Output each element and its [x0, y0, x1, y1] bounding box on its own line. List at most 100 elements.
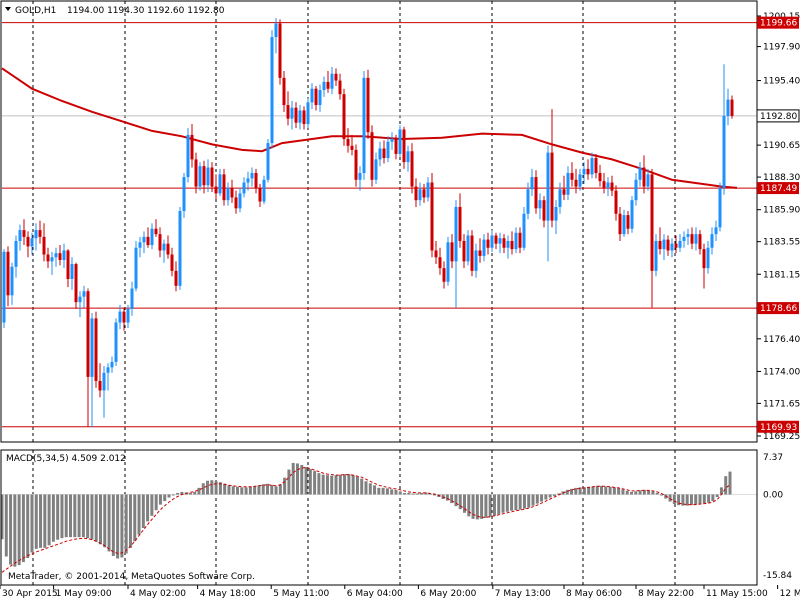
candle-body	[550, 152, 554, 221]
bear-candle	[674, 235, 678, 254]
candle-body	[530, 177, 534, 190]
bear-candle	[38, 220, 42, 244]
bull-candle	[582, 162, 586, 184]
candle-body	[522, 213, 526, 248]
bull-candle	[538, 193, 542, 220]
candle-body	[234, 197, 238, 209]
bull-candle	[694, 227, 698, 251]
macd-bar	[141, 494, 145, 529]
candle-body	[606, 182, 610, 188]
macd-bar	[146, 494, 150, 522]
macd-label: MACD(5,34,5) 4.509 2.012	[6, 454, 126, 464]
bear-candle	[470, 230, 474, 277]
candle-body	[398, 129, 402, 154]
candle-body	[250, 172, 254, 179]
macd-bar	[338, 474, 342, 495]
macd-bar	[270, 484, 274, 495]
candle-body	[510, 240, 514, 250]
dropdown-triangle-icon[interactable]	[5, 7, 11, 11]
candle-body	[594, 158, 598, 173]
bull-candle	[398, 125, 402, 157]
candle-body	[182, 177, 186, 212]
candle-body	[446, 242, 450, 282]
candle-body	[158, 234, 162, 251]
macd-bar	[248, 486, 252, 495]
candle-body	[478, 250, 482, 256]
macd-bar	[702, 494, 706, 504]
bull-candle	[110, 356, 114, 373]
bear-candle	[658, 227, 662, 255]
macd-bar	[343, 474, 347, 495]
bull-candle	[262, 175, 266, 205]
candle-body	[582, 168, 586, 175]
macd-bar	[484, 494, 488, 518]
candle-body	[646, 174, 650, 187]
candle-body	[190, 134, 194, 160]
bull-candle	[2, 249, 6, 328]
macd-bar	[214, 481, 218, 495]
level-label: 1178.66	[760, 304, 797, 314]
macd-bar	[411, 493, 415, 495]
bull-candle	[130, 281, 134, 316]
bull-candle	[630, 196, 634, 233]
macd-bar	[176, 492, 180, 495]
macd-bar	[26, 494, 30, 559]
candle-body	[38, 230, 42, 237]
macd-bar	[291, 462, 295, 495]
bull-candle	[34, 223, 38, 251]
bull-candle	[418, 182, 422, 206]
bull-candle	[162, 239, 166, 263]
macd-bar	[355, 476, 359, 495]
candle-body	[670, 243, 674, 251]
candle-body	[442, 268, 446, 282]
candle-body	[678, 240, 682, 248]
x-tick-label: 6 May 20:00	[420, 589, 476, 599]
macd-bar	[360, 478, 364, 495]
bull-candle	[426, 177, 430, 202]
macd-bar	[630, 491, 634, 495]
candle-body	[310, 88, 314, 103]
candle-body	[106, 367, 110, 373]
bull-candle	[638, 162, 642, 187]
candle-body	[198, 166, 202, 187]
level-label: 1199.66	[760, 19, 797, 29]
macd-bar	[475, 494, 479, 520]
bear-candle	[342, 88, 346, 146]
macd-bar	[707, 494, 711, 503]
candle-body	[186, 134, 190, 178]
bear-candle	[230, 179, 234, 203]
bull-candle	[322, 76, 326, 97]
bull-candle	[710, 227, 714, 255]
macd-bar	[308, 469, 312, 495]
candle-body	[650, 174, 654, 271]
bull-candle	[70, 257, 74, 290]
macd-bar	[283, 477, 287, 495]
bull-candle	[446, 236, 450, 286]
y-tick-label: 1176.40	[763, 335, 800, 345]
candle-body	[346, 139, 350, 146]
bull-candle	[726, 88, 730, 126]
bull-candle	[714, 220, 718, 241]
macd-bar	[514, 494, 518, 511]
macd-bar	[171, 494, 175, 496]
bear-candle	[254, 168, 258, 194]
macd-bar	[257, 485, 261, 495]
candle-body	[454, 206, 458, 262]
macd-bar	[458, 494, 462, 510]
bull-candle	[198, 162, 202, 191]
bear-candle	[282, 71, 286, 112]
candle-body	[130, 288, 134, 309]
candle-body	[62, 250, 66, 260]
x-tick-label: 12 May 08:00	[780, 589, 800, 599]
candle-body	[714, 227, 718, 235]
candle-body	[626, 215, 630, 229]
macd-bar	[694, 494, 698, 505]
macd-bar	[128, 494, 132, 548]
candle-body	[318, 90, 322, 106]
macd-bar	[634, 491, 638, 495]
macd-bar	[715, 494, 719, 498]
x-tick-label: 8 May 22:00	[638, 589, 694, 599]
candle-body	[490, 235, 494, 248]
bull-candle	[482, 234, 486, 262]
